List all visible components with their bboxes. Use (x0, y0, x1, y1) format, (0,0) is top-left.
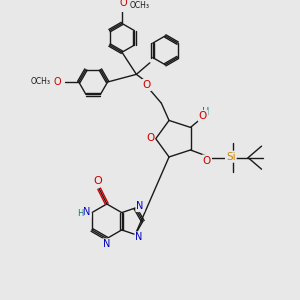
Text: O: O (54, 77, 61, 87)
Text: O: O (119, 0, 127, 8)
Text: H: H (202, 107, 210, 117)
Text: N: N (103, 239, 110, 249)
Text: N: N (136, 201, 144, 211)
Text: N: N (83, 207, 91, 217)
Text: O: O (203, 155, 211, 166)
Text: OCH₃: OCH₃ (130, 1, 150, 10)
Text: OCH₃: OCH₃ (31, 76, 51, 85)
Text: O: O (94, 176, 103, 186)
Text: O: O (199, 111, 207, 121)
Text: H: H (77, 209, 83, 218)
Text: O: O (143, 80, 151, 90)
Text: O: O (146, 133, 154, 143)
Text: N: N (135, 232, 143, 242)
Text: Si: Si (226, 152, 236, 162)
